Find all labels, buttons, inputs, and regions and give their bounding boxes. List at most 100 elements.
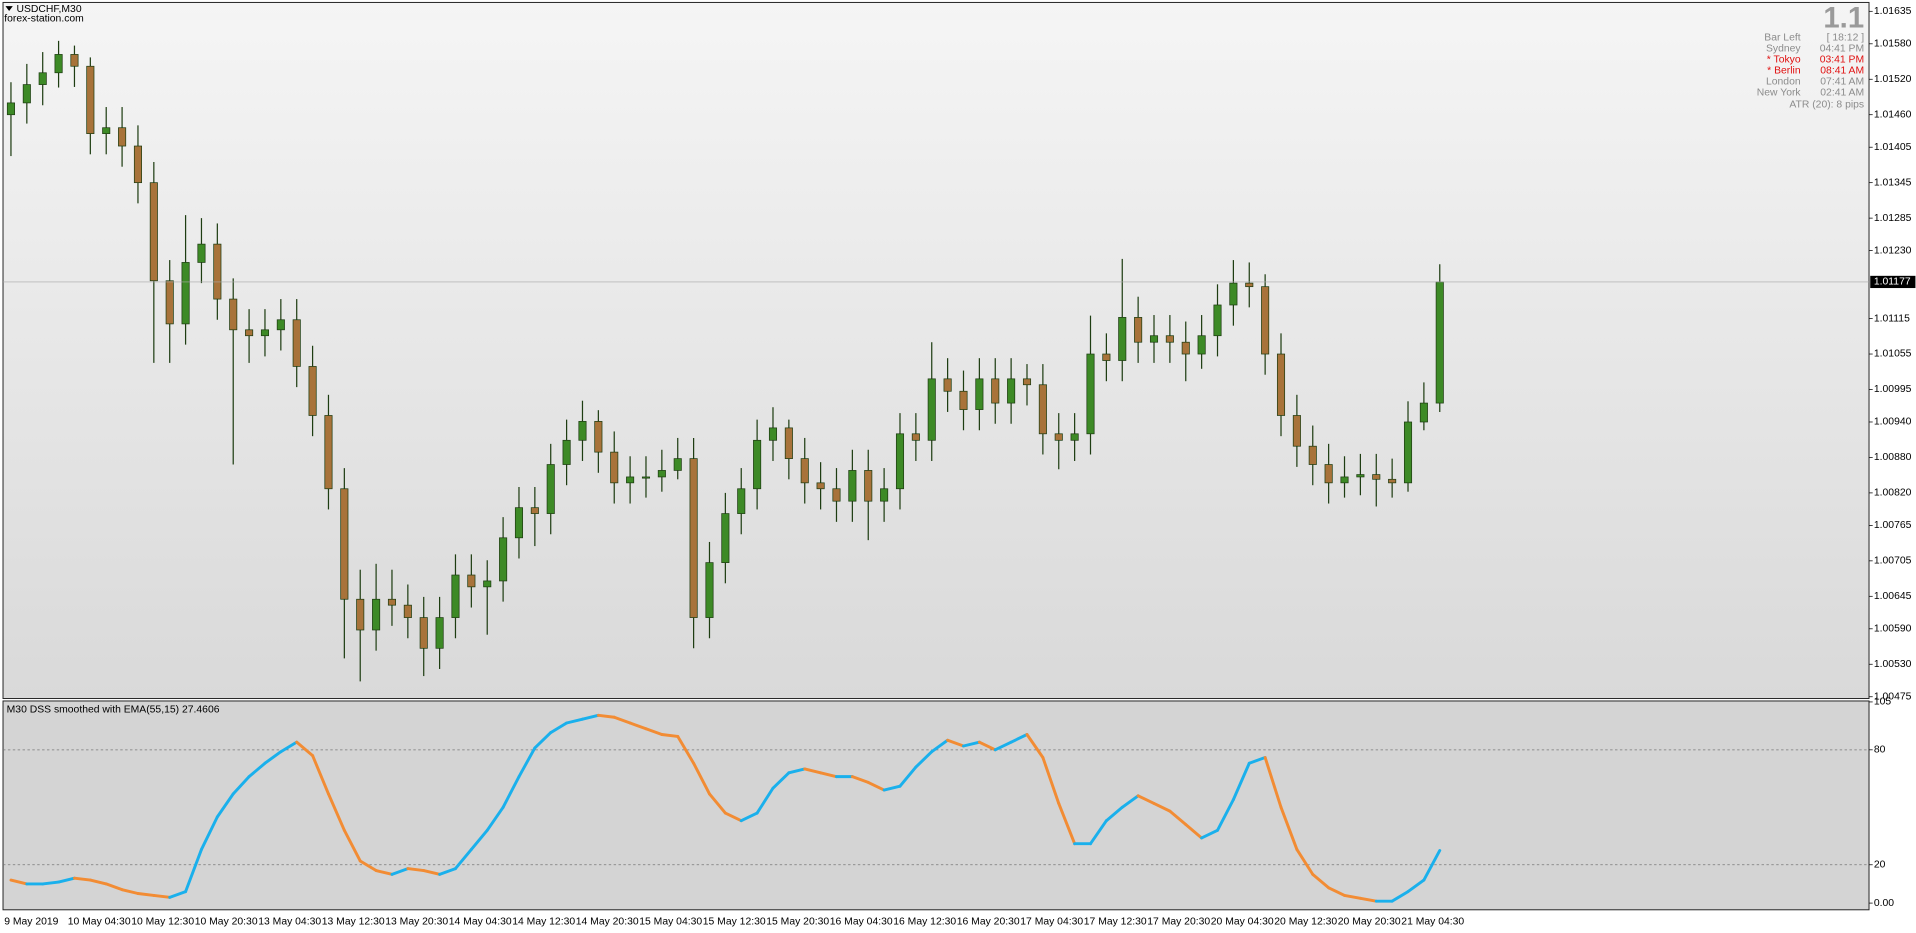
- indicator-segment: [1216, 798, 1235, 832]
- candle-body: [800, 458, 809, 484]
- indicator-segment: [41, 880, 61, 886]
- candle-body: [451, 574, 460, 618]
- menu-arrow[interactable]: [5, 6, 13, 11]
- x-tick-label: 17 May 20:30: [1147, 917, 1210, 928]
- candle-body: [784, 427, 793, 459]
- indicator-segment: [1343, 893, 1362, 900]
- indicator-segment: [136, 892, 156, 897]
- candle-body: [308, 366, 317, 416]
- last-price-label: 1.01177: [1874, 277, 1911, 288]
- indicator-segment: [581, 713, 600, 721]
- candle-body: [578, 421, 587, 441]
- indicator-segment: [1422, 849, 1442, 882]
- indicator-segment: [644, 727, 664, 736]
- indicator-segment: [946, 738, 965, 748]
- candle-body: [6, 102, 15, 116]
- y-tick-label: 1.01115: [1874, 313, 1910, 324]
- candle-body: [54, 54, 63, 74]
- candle-body: [927, 378, 936, 441]
- candle-body: [546, 464, 555, 514]
- indicator-segment: [327, 792, 346, 832]
- clock-time: 03:41 PM: [1820, 55, 1864, 66]
- candle-body: [213, 243, 222, 300]
- y-tick-label: 1.01345: [1874, 177, 1912, 188]
- last-price-box: [1870, 275, 1916, 289]
- x-tick-label: 20 May 12:30: [1274, 917, 1337, 928]
- indicator-segment: [993, 740, 1013, 752]
- y-tick-label: 1.00705: [1874, 556, 1912, 567]
- indicator-segment: [962, 740, 981, 748]
- y-tick-label: 1.00645: [1874, 591, 1912, 602]
- candle-body: [753, 439, 762, 490]
- indicator-value: 27.4606: [182, 704, 220, 715]
- indicator-segment: [787, 767, 807, 775]
- candle-body: [1038, 384, 1047, 435]
- candle-body: [657, 470, 666, 478]
- candle-body: [1149, 335, 1159, 343]
- indicator-segment: [1089, 819, 1108, 846]
- indicator-segment: [1406, 878, 1426, 894]
- indicator-segment: [1279, 805, 1299, 851]
- candle-body: [1086, 353, 1095, 435]
- candle-body: [372, 598, 381, 631]
- candle-body: [165, 280, 174, 325]
- symbol-title: USDCHF,M30: [16, 4, 81, 15]
- indicator-segment: [723, 811, 743, 823]
- clock-time: 04:41 PM: [1820, 44, 1864, 55]
- candle-body: [197, 243, 206, 263]
- candle-body: [689, 458, 698, 618]
- candle-body: [626, 476, 635, 484]
- y-tick-label: 1.01285: [1874, 213, 1912, 224]
- indicator-title: M30 DSS smoothed with EMA(55,15) 27.4606: [7, 704, 220, 715]
- candle-body: [1340, 476, 1349, 484]
- indicator-segment: [72, 876, 92, 882]
- candle-body: [1276, 353, 1286, 416]
- candle-body: [1070, 433, 1079, 441]
- y-tick-label: 1.00475: [1874, 691, 1912, 702]
- clock-label: * Berlin: [1767, 66, 1801, 77]
- candle-body: [387, 598, 397, 606]
- candle-body: [895, 433, 905, 490]
- y-tick-label: 0.00: [1874, 898, 1894, 909]
- candle-body: [737, 488, 746, 514]
- indicator-segment: [1390, 890, 1410, 903]
- y-tick-label: 1.00590: [1874, 624, 1912, 635]
- clock-time: 02:41 AM: [1820, 88, 1864, 99]
- indicator-segment: [930, 738, 950, 754]
- candle-body: [133, 145, 142, 184]
- indicator-segment: [819, 771, 838, 779]
- indicator-segment: [1247, 756, 1267, 765]
- indicator-segment: [1358, 896, 1378, 903]
- indicator-segment: [342, 828, 362, 863]
- x-tick-label: 15 May 20:30: [766, 917, 829, 928]
- indicator-segment: [708, 792, 727, 815]
- indicator-segment: [263, 750, 283, 765]
- candle-body: [70, 54, 79, 67]
- x-tick-label: 20 May 04:30: [1211, 917, 1274, 928]
- x-tick-label: 10 May 20:30: [195, 917, 258, 928]
- indicator-segment: [882, 784, 902, 792]
- y-tick-label: 1.01405: [1874, 142, 1912, 153]
- clock-label: London: [1766, 77, 1801, 88]
- candle-body: [721, 513, 730, 563]
- candle-body: [181, 262, 190, 325]
- candle-body: [594, 421, 603, 453]
- indicator-segment: [1263, 756, 1283, 809]
- x-tick-label: 16 May 12:30: [893, 917, 956, 928]
- candle-body: [102, 127, 111, 134]
- indicator-segment: [438, 867, 457, 876]
- clock-label: Sydney: [1766, 44, 1801, 55]
- indicator-segment: [9, 878, 29, 886]
- indicator-segment: [898, 765, 918, 788]
- candle-body: [229, 298, 238, 331]
- x-tick-label: 14 May 04:30: [449, 917, 512, 928]
- indicator-segment: [771, 771, 791, 790]
- indicator-segment: [358, 859, 378, 872]
- x-tick-label: 13 May 20:30: [385, 917, 448, 928]
- x-tick-label: 14 May 20:30: [576, 917, 639, 928]
- indicator-segment: [1009, 733, 1029, 744]
- candle-body: [1118, 317, 1127, 361]
- clock-label: New York: [1757, 88, 1802, 99]
- indicator-segment: [406, 867, 426, 872]
- y-tick-label: 80: [1874, 745, 1886, 756]
